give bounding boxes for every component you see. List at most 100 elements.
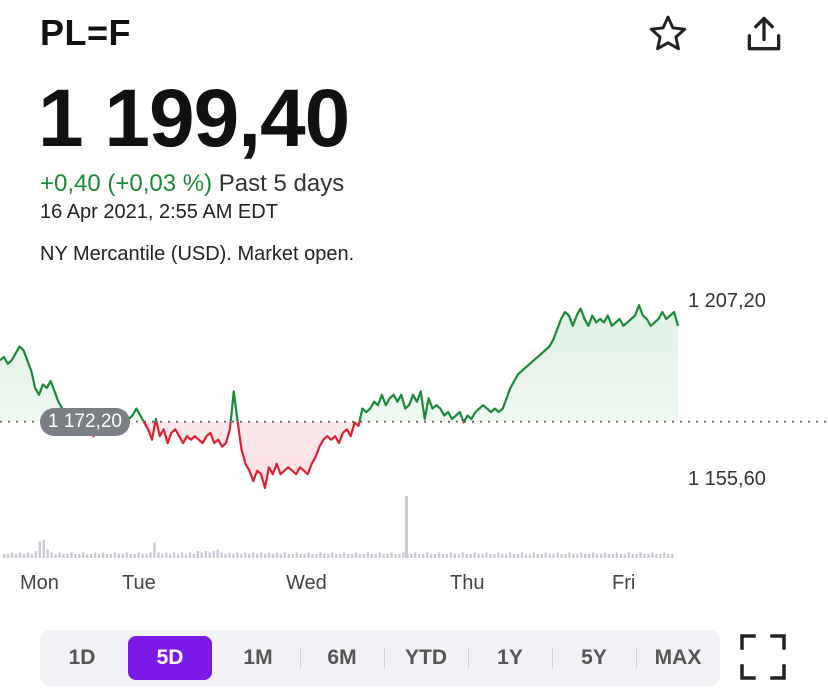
volume-bar [220, 552, 223, 558]
volume-bar [283, 552, 287, 558]
volume-bar [651, 552, 654, 558]
y-axis-label-high: 1 207,20 [688, 290, 766, 312]
volume-bar [501, 553, 504, 558]
range-5y-button[interactable]: 5Y [552, 636, 636, 680]
change-period: Past 5 days [218, 170, 345, 197]
market-status: NY Mercantile (USD). Market open. [40, 243, 355, 265]
volume-bar [244, 552, 247, 558]
volume-bar [536, 553, 540, 558]
volume-bar [129, 553, 132, 558]
x-axis-label-wed: Wed [286, 572, 327, 594]
volume-bar [307, 552, 310, 558]
volume-bar [469, 553, 472, 558]
range-5d-button[interactable]: 5D [128, 636, 212, 680]
volume-bar [184, 553, 188, 558]
volume-bar [97, 553, 101, 558]
volume-bar [224, 553, 227, 558]
volume-bar [445, 553, 449, 558]
volume-bar [493, 553, 496, 558]
volume-bar [315, 553, 318, 558]
volume-bar [157, 552, 160, 558]
share-icon [747, 16, 781, 51]
volume-bar [457, 553, 460, 558]
quote-timestamp: 16 Apr 2021, 2:55 AM EDT [40, 201, 278, 223]
volume-bar [172, 552, 176, 558]
volume-bar [331, 552, 334, 558]
volume-bar [271, 553, 275, 558]
volume-bar [10, 552, 14, 558]
price-chart[interactable] [0, 286, 828, 596]
volume-bar [489, 553, 492, 558]
volume-bar [603, 552, 607, 558]
volume-bar [255, 553, 259, 558]
volume-bar [584, 553, 587, 558]
volume-bar [188, 552, 192, 558]
volume-bar [599, 553, 603, 558]
watchlist-star-button[interactable] [644, 10, 692, 58]
volume-bar [228, 552, 231, 558]
range-1d-button[interactable]: 1D [68, 646, 96, 669]
change-row: +0,40 (+0,03 %) Past 5 days [40, 170, 344, 198]
volume-bar [145, 553, 148, 558]
volume-bar [524, 553, 528, 558]
volume-bar [358, 553, 362, 558]
volume-bar [481, 553, 484, 558]
volume-bar [631, 553, 634, 558]
volume-bar [259, 552, 263, 558]
volume-bar [153, 542, 156, 558]
volume-bar [240, 553, 243, 558]
volume-bar [89, 553, 93, 558]
volume-bar [595, 553, 599, 558]
volume-bar [667, 553, 670, 558]
volume-bar [402, 552, 405, 558]
volume-bar [50, 552, 53, 558]
volume-bar [78, 553, 81, 558]
volume-bar [627, 552, 630, 558]
volume-bar [18, 552, 22, 558]
volume-bar [635, 553, 638, 558]
price-change: +0,40 (+0,03 %) [40, 170, 213, 197]
volume-bar [335, 553, 338, 558]
volume-bar [398, 553, 401, 558]
volume-bar [133, 553, 136, 558]
volume-bar [615, 552, 619, 558]
volume-bar [619, 553, 623, 558]
volume-bar [414, 552, 417, 558]
range-max-button[interactable]: MAX [636, 636, 720, 680]
range-1m-button[interactable]: 1M [243, 646, 273, 669]
volume-bar [165, 552, 168, 558]
volume-bar [508, 552, 512, 558]
volume-bar [429, 553, 433, 558]
volume-bar [587, 553, 591, 558]
volume-bar [196, 551, 200, 558]
volume-bar [548, 553, 551, 558]
volume-bar [556, 552, 559, 558]
range-6m-button[interactable]: 6M [300, 636, 384, 680]
range-1y-button[interactable]: 1Y [468, 636, 552, 680]
volume-bar [176, 553, 180, 558]
volume-bar [93, 552, 97, 558]
volume-bar [374, 553, 377, 558]
price-area-up [0, 305, 678, 422]
volume-bar [86, 553, 89, 558]
volume-bar [366, 552, 370, 558]
volume-bar [572, 553, 575, 558]
volume-bar [671, 553, 674, 558]
volume-bar [3, 553, 6, 558]
fullscreen-icon[interactable] [738, 632, 788, 682]
volume-bar [504, 553, 508, 558]
volume-bar [643, 553, 646, 558]
range-ytd-button[interactable]: YTD [384, 636, 468, 680]
price-line-down [71, 421, 466, 490]
volume-bar [338, 553, 342, 558]
star-icon [649, 15, 687, 51]
volume-bar [544, 552, 547, 558]
volume-bar [121, 553, 124, 558]
volume-bar [22, 553, 26, 558]
volume-bar [248, 553, 251, 558]
volume-bar [216, 549, 219, 558]
volume-bar [623, 553, 626, 558]
x-axis-label-thu: Thu [450, 572, 485, 594]
share-button[interactable] [740, 10, 788, 58]
volume-bar [275, 552, 279, 558]
